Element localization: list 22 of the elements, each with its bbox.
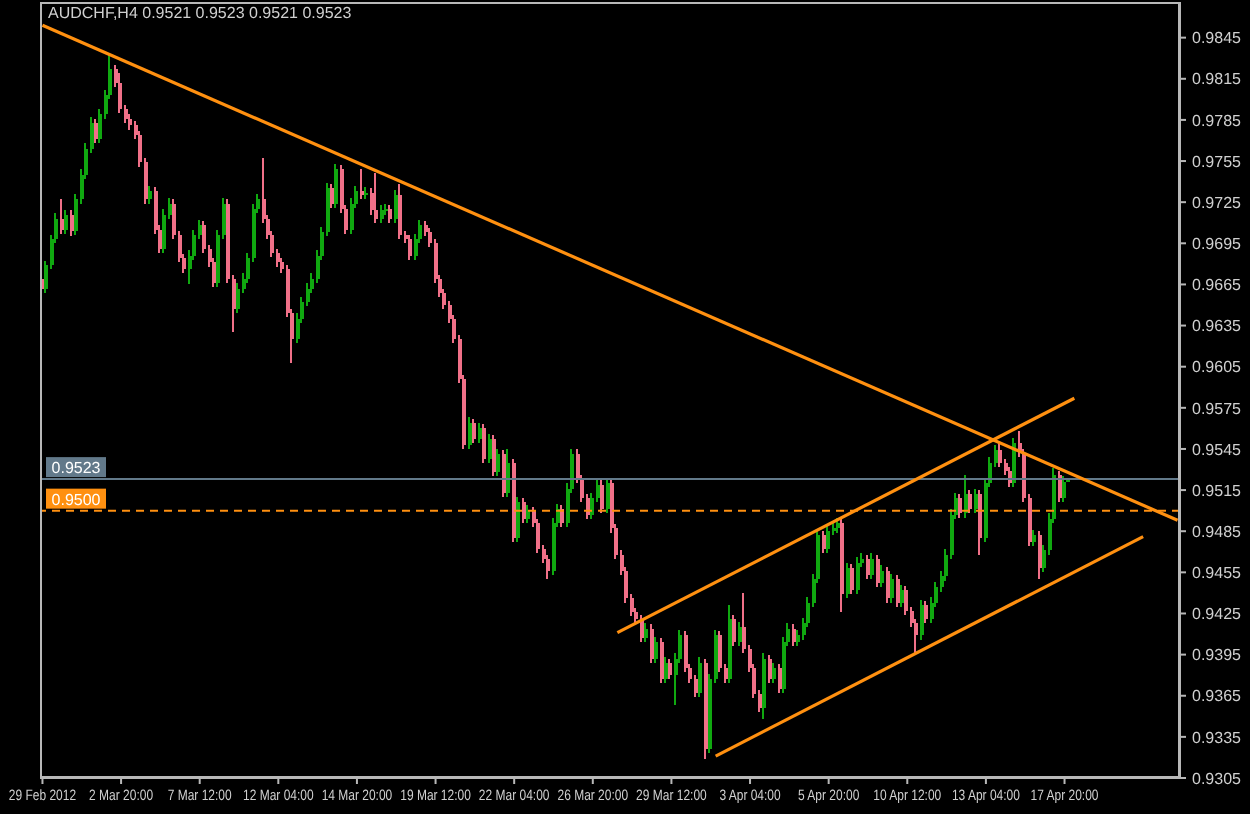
- y-tick-label: 0.9785: [1192, 111, 1243, 130]
- y-tick-label: 0.9605: [1192, 358, 1243, 377]
- ref-line-label: 0.9523: [51, 459, 102, 478]
- y-tick-label: 0.9725: [1192, 193, 1243, 212]
- y-tick-label: 0.9365: [1192, 687, 1243, 706]
- y-tick-label: 0.9665: [1192, 276, 1243, 295]
- y-tick-label: 0.9515: [1192, 481, 1243, 500]
- chart-title: AUDCHF,H4 0.9521 0.9523 0.9521 0.9523: [48, 4, 352, 24]
- y-tick-label: 0.9845: [1192, 29, 1243, 48]
- y-tick-label: 0.9425: [1192, 605, 1243, 624]
- y-tick-label: 0.9485: [1192, 522, 1243, 541]
- ref-line-label: 0.9500: [51, 490, 102, 509]
- y-tick-label: 0.9545: [1192, 440, 1243, 459]
- y-tick-label: 0.9455: [1192, 564, 1243, 583]
- y-tick-label: 0.9575: [1192, 399, 1243, 418]
- y-tick-label: 0.9695: [1192, 234, 1243, 253]
- y-tick-label: 0.9305: [1192, 769, 1243, 788]
- y-tick-label: 0.9755: [1192, 152, 1243, 171]
- y-tick-label: 0.9815: [1192, 70, 1243, 89]
- y-tick-label: 0.9395: [1192, 646, 1243, 665]
- y-tick-label: 0.9335: [1192, 728, 1243, 747]
- y-tick-label: 0.9635: [1192, 317, 1243, 336]
